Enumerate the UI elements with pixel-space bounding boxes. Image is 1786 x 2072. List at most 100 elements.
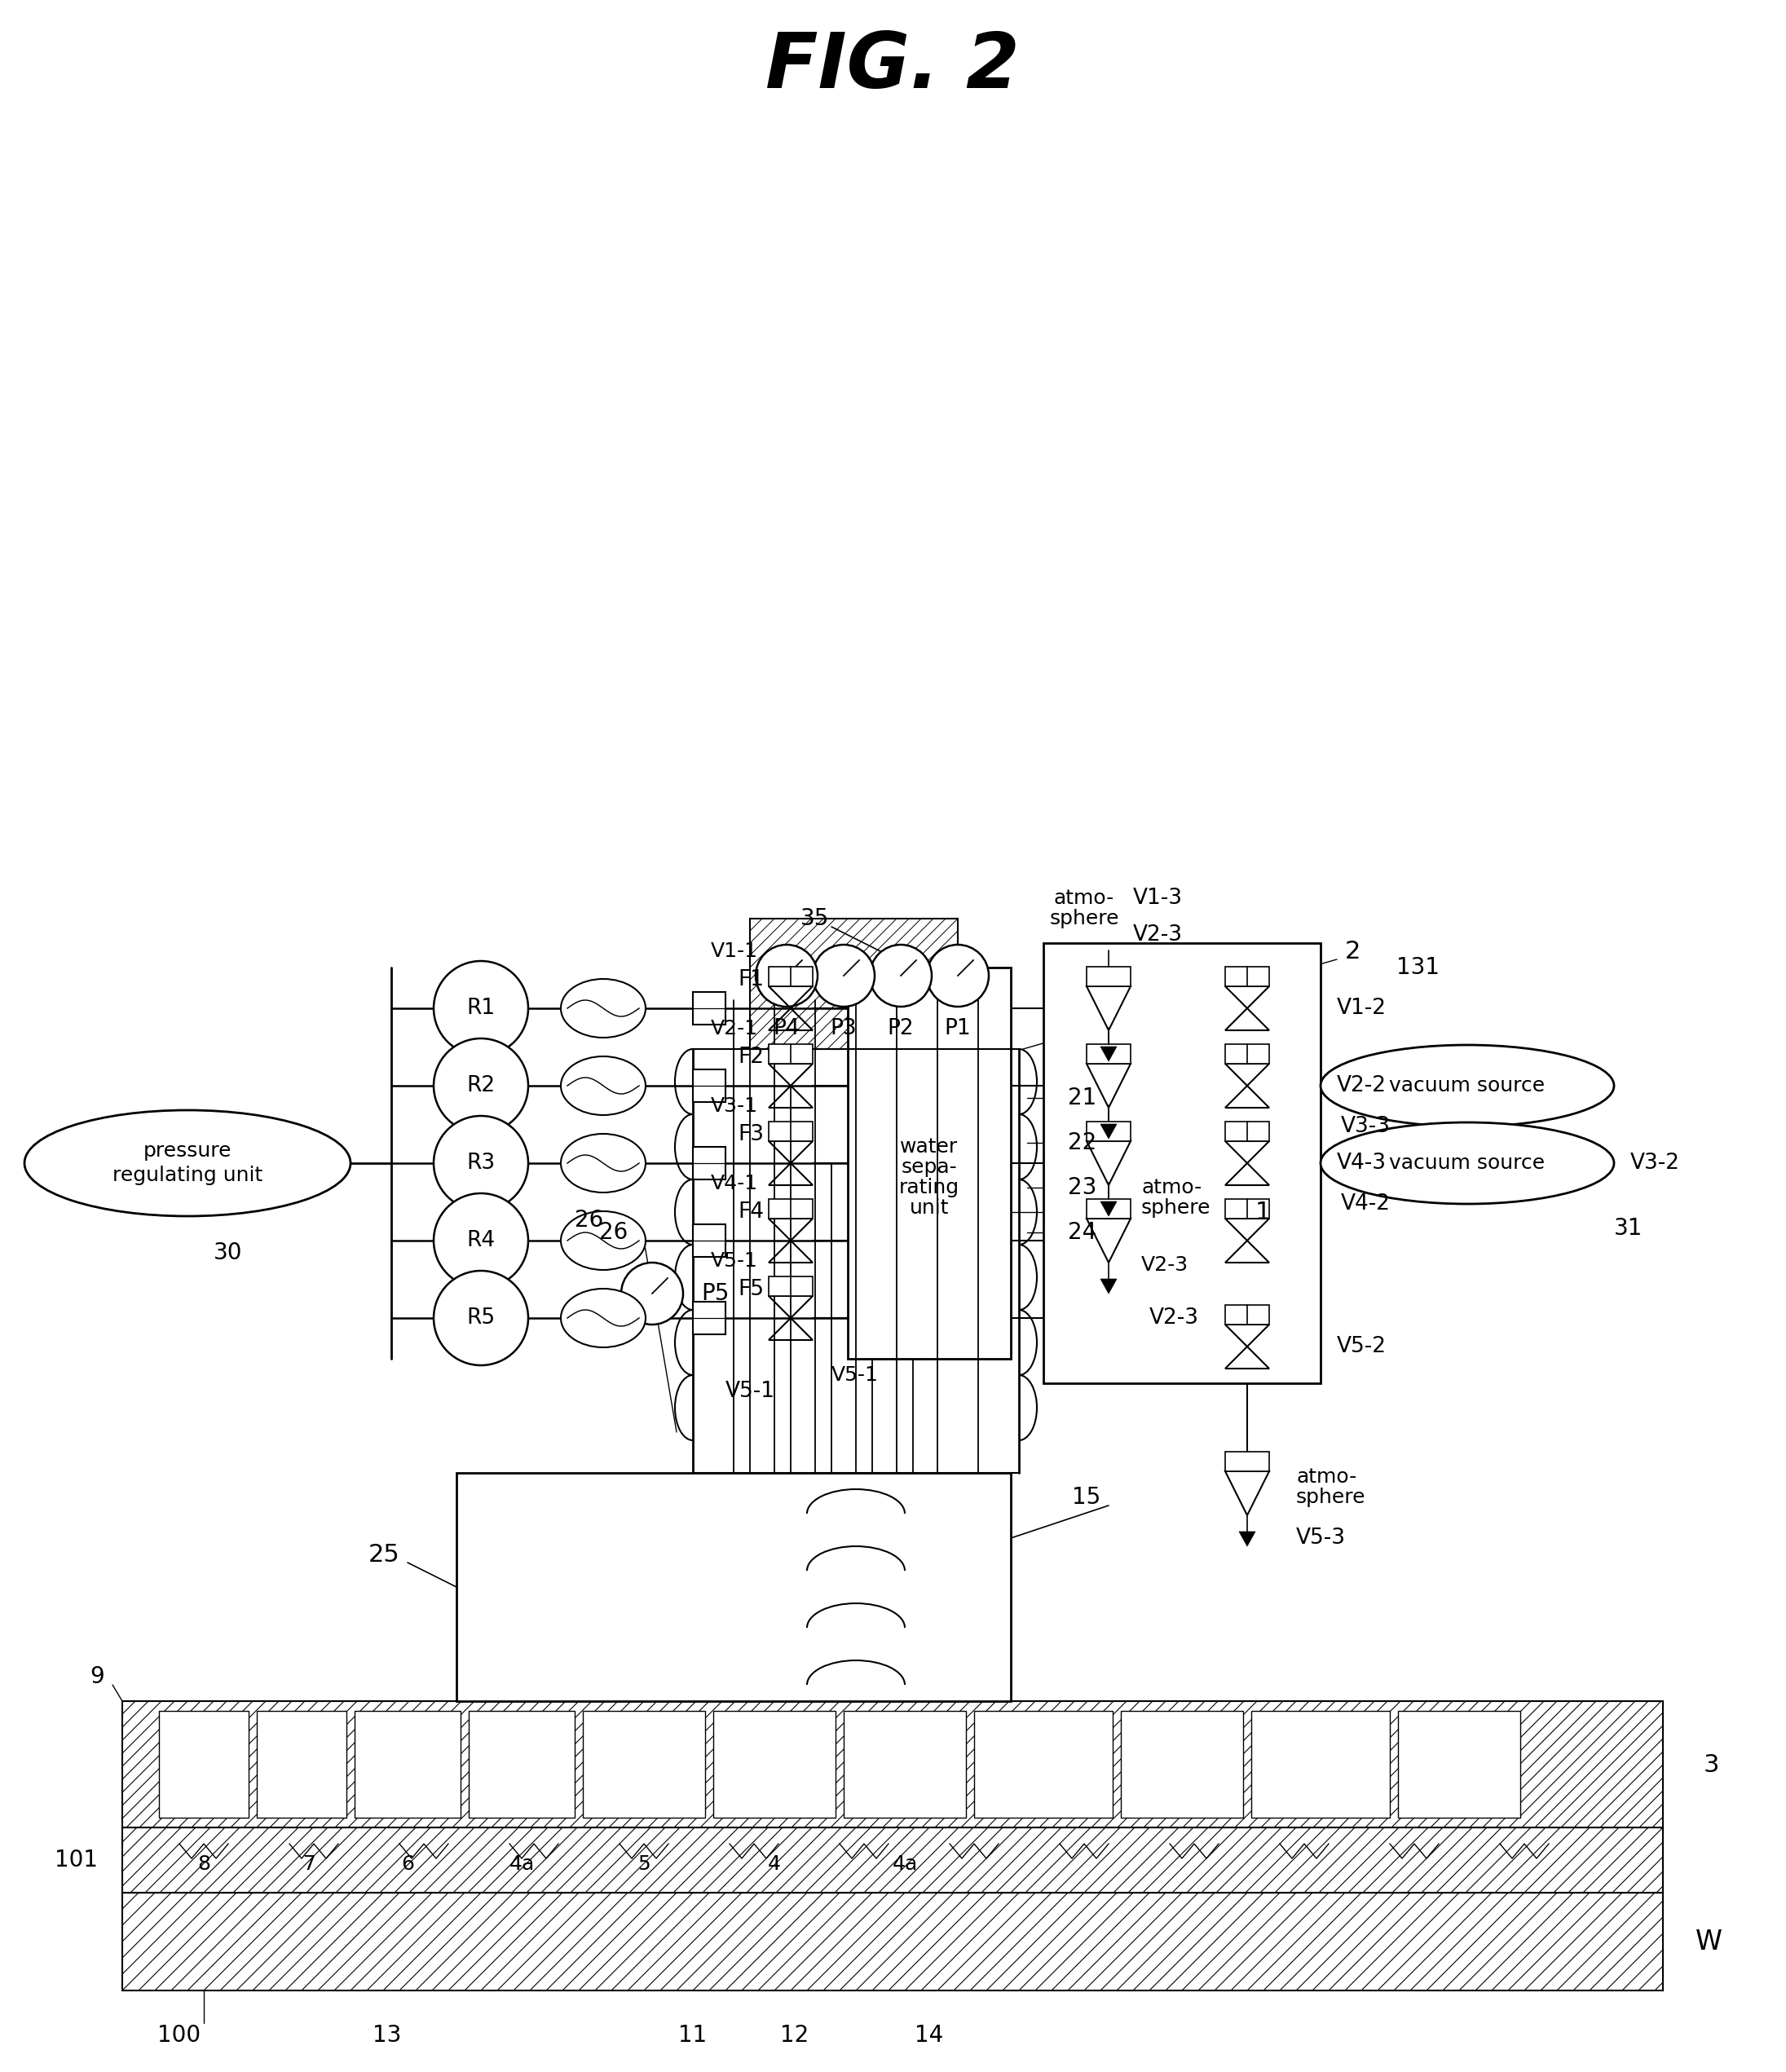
Text: V2-3: V2-3	[1141, 1256, 1189, 1274]
Text: 12: 12	[780, 2024, 809, 2047]
Bar	[457, 1473, 1011, 1701]
Text: V5-1: V5-1	[725, 1380, 775, 1403]
Text: 26: 26	[575, 1208, 604, 1231]
Text: rating: rating	[898, 1177, 959, 1198]
Text: atmo-: atmo-	[1054, 889, 1114, 908]
Text: FIG. 2: FIG. 2	[766, 29, 1020, 104]
Text: vacuum source: vacuum source	[1390, 1075, 1545, 1096]
Text: V1-3: V1-3	[1132, 887, 1182, 910]
Text: 7: 7	[304, 1854, 316, 1873]
Text: sphere: sphere	[1297, 1488, 1366, 1506]
Bar	[159, 1711, 248, 1817]
Text: 15: 15	[1072, 1486, 1100, 1508]
Text: 2: 2	[1345, 939, 1361, 963]
Polygon shape	[1100, 1123, 1116, 1140]
Bar	[121, 1892, 1663, 1991]
Text: 101: 101	[55, 1848, 98, 1871]
Text: V3-1: V3-1	[711, 1096, 757, 1117]
Polygon shape	[1239, 1531, 1256, 1546]
Text: V4-2: V4-2	[1341, 1193, 1391, 1214]
Bar	[1225, 1121, 1270, 1142]
Text: F2: F2	[738, 1046, 764, 1067]
Text: R3: R3	[466, 1152, 495, 1173]
Text: vacuum source: vacuum source	[1390, 1154, 1545, 1173]
Text: 4a: 4a	[891, 1854, 918, 1873]
Text: pressure: pressure	[143, 1142, 232, 1160]
Text: 11: 11	[679, 2024, 707, 2047]
Text: V2-3: V2-3	[1150, 1307, 1198, 1328]
Text: 4a: 4a	[509, 1854, 534, 1873]
Text: R2: R2	[466, 1075, 495, 1096]
Text: 25: 25	[368, 1542, 400, 1566]
Ellipse shape	[561, 1057, 645, 1115]
Bar	[1086, 1200, 1131, 1218]
Text: F5: F5	[738, 1278, 764, 1299]
Bar	[848, 968, 1011, 1359]
Circle shape	[434, 961, 529, 1055]
Text: 4: 4	[768, 1854, 780, 1873]
Bar	[1225, 1452, 1270, 1471]
Bar	[1086, 1121, 1131, 1142]
Text: 26: 26	[598, 1220, 627, 1243]
Circle shape	[927, 945, 989, 1007]
Text: V2-3: V2-3	[1132, 924, 1182, 945]
Text: V4-1: V4-1	[711, 1173, 757, 1193]
Bar	[1225, 966, 1270, 986]
Text: 31: 31	[1615, 1216, 1643, 1239]
Circle shape	[434, 1270, 529, 1365]
Text: 23: 23	[1068, 1177, 1097, 1200]
Bar	[693, 992, 725, 1024]
Bar	[768, 1200, 813, 1218]
Text: V1-2: V1-2	[1338, 999, 1386, 1019]
Bar	[843, 1711, 966, 1817]
Circle shape	[813, 945, 875, 1007]
Text: sphere: sphere	[1141, 1198, 1211, 1218]
Bar	[355, 1711, 461, 1817]
Text: 6: 6	[402, 1854, 414, 1873]
Bar	[582, 1711, 705, 1817]
Ellipse shape	[1320, 1044, 1615, 1127]
Text: V5-1: V5-1	[711, 1251, 757, 1270]
Bar	[1122, 1711, 1243, 1817]
Polygon shape	[1100, 1202, 1116, 1216]
Text: 8: 8	[196, 1854, 211, 1873]
Bar	[1043, 943, 1320, 1384]
Text: sepa-: sepa-	[902, 1158, 957, 1177]
Bar	[713, 1711, 836, 1817]
Text: 14: 14	[914, 2024, 943, 2047]
Bar	[768, 1276, 813, 1295]
Text: 22: 22	[1068, 1131, 1097, 1154]
Text: F1: F1	[738, 970, 764, 990]
Bar	[1252, 1711, 1390, 1817]
Text: V5-3: V5-3	[1297, 1527, 1347, 1548]
Text: regulating unit: regulating unit	[113, 1167, 263, 1185]
Ellipse shape	[25, 1111, 350, 1216]
Text: 1: 1	[1256, 1200, 1272, 1225]
Text: V3-2: V3-2	[1631, 1152, 1681, 1173]
Circle shape	[755, 945, 818, 1007]
Text: atmo-: atmo-	[1141, 1177, 1202, 1198]
Bar	[693, 1301, 725, 1334]
Bar	[1225, 1200, 1270, 1218]
Text: 21: 21	[1068, 1086, 1097, 1109]
Bar	[257, 1711, 346, 1817]
Text: P2: P2	[888, 1017, 914, 1040]
Text: W: W	[1695, 1929, 1722, 1956]
Text: 3: 3	[1704, 1753, 1720, 1776]
Circle shape	[434, 1038, 529, 1133]
Text: V3-3: V3-3	[1341, 1117, 1391, 1138]
Circle shape	[434, 1117, 529, 1210]
Bar	[973, 1711, 1113, 1817]
Ellipse shape	[561, 978, 645, 1038]
Text: 100: 100	[157, 2024, 202, 2047]
Bar	[693, 1069, 725, 1102]
Text: sphere: sphere	[1050, 910, 1120, 928]
Polygon shape	[1100, 1046, 1116, 1061]
Bar	[1398, 1711, 1520, 1817]
Text: 5: 5	[638, 1854, 650, 1873]
Bar	[750, 918, 957, 1048]
Text: atmo-: atmo-	[1297, 1467, 1357, 1488]
Text: R1: R1	[466, 999, 495, 1019]
Ellipse shape	[561, 1212, 645, 1270]
Circle shape	[870, 945, 932, 1007]
